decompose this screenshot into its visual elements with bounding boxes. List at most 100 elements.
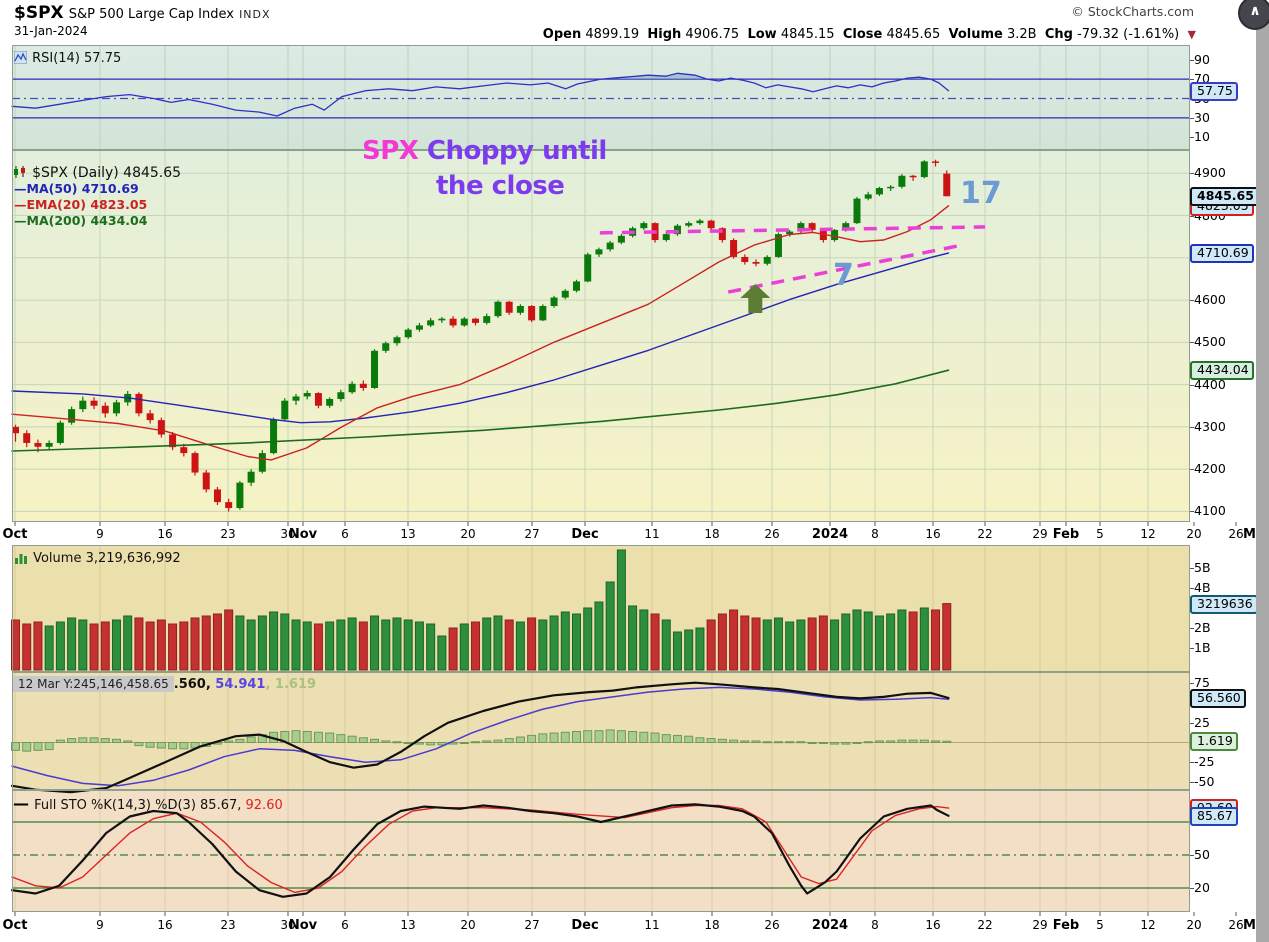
annotation-text-part: Choppy until	[426, 136, 607, 166]
axis-value-box: 4710.69	[1190, 244, 1254, 264]
x-tick-label: Feb	[1052, 918, 1080, 933]
quote-value: 4845.15	[776, 27, 843, 42]
x-tick-label: 8	[871, 527, 879, 541]
axis-label: 1B	[1190, 640, 1211, 655]
x-tick-label: 29	[1032, 918, 1048, 932]
x-tick-label: 20	[1186, 918, 1202, 932]
x-tick-label: 6	[341, 918, 349, 932]
axis-label: -50	[1189, 773, 1215, 789]
axis-label: 30	[1190, 109, 1210, 125]
osc-value-part: 54.941	[215, 677, 266, 692]
quote-value: 4845.65	[882, 27, 949, 42]
exchange: INDX	[239, 8, 271, 21]
quote-label: Volume	[948, 27, 1003, 42]
sto-line-icon: —	[13, 794, 29, 813]
rsi-chart-icon	[13, 50, 28, 65]
x-tick-label: 8	[871, 918, 879, 932]
volume-bars-icon	[15, 554, 27, 564]
osc-hover-tooltip: 12 Mar Y:245,146,458.65	[13, 676, 174, 692]
x-tick-label: 30	[280, 527, 296, 541]
sto-legend-label: Full STO %K(14,3) %D(3) 85.67,	[34, 798, 246, 813]
axis-value-box: 4434.04	[1190, 361, 1254, 381]
chevron-up-icon: ∧	[1249, 3, 1261, 19]
chart-title: $SPX S&P 500 Large Cap Index INDX	[14, 3, 271, 23]
quote-label: Chg	[1044, 27, 1073, 42]
x-tick-label: 26	[764, 527, 780, 541]
x-axis-top: Oct 9 16 23 30 Nov 6 13 20 27 Dec 11 18 26 2024 8 16 22 29…	[0, 522, 1269, 545]
axis-value-box: 57.75	[1190, 81, 1238, 101]
axis-label: 4400	[1190, 376, 1226, 392]
axis-label: 4300	[1190, 418, 1226, 434]
x-tick-label: 5	[1096, 527, 1104, 541]
axis-label: 4500	[1190, 334, 1226, 350]
x-tick-label: 20	[460, 918, 476, 932]
volume-legend: Volume 3,219,636,992	[14, 547, 181, 566]
stockcharts-credit: © StockCharts.com	[1071, 4, 1194, 19]
quote-value: 3.2B	[1002, 27, 1045, 42]
x-tick-label: 16	[925, 918, 941, 932]
x-tick-label: 2024	[811, 527, 849, 542]
x-tick-label: 16	[925, 527, 941, 541]
x-tick-label: 20	[460, 527, 476, 541]
x-tick-label: Dec	[571, 918, 599, 933]
axis-label: 5B	[1190, 560, 1211, 575]
x-tick-label: Nov	[288, 527, 318, 542]
right-axis: 907050301057.754900480047004600450044004…	[1189, 0, 1259, 942]
x-tick-label: 29	[1032, 527, 1048, 541]
x-tick-label: Oct	[2, 918, 28, 933]
wave-count-7: 7	[833, 258, 854, 293]
x-tick-label: Oct	[2, 527, 28, 542]
scroll-top-button[interactable]: ∧	[1238, 0, 1269, 30]
quote-label: Low	[747, 27, 777, 42]
x-tick-label: 13	[400, 527, 416, 541]
ma-legend-item: —EMA(20) 4823.05	[14, 197, 148, 212]
x-tick-label: 26	[1228, 527, 1244, 541]
x-axis-bottom: Oct 9 16 23 30 Nov 6 13 20 27 Dec 11 18 26 2024 8 16 22 29…	[0, 912, 1269, 942]
axis-label: 10	[1190, 129, 1210, 145]
axis-label: 50	[1190, 847, 1210, 862]
x-tick-label: 13	[400, 918, 416, 932]
quote-label: Open	[542, 27, 582, 42]
annotation-text-line2: the close	[436, 171, 565, 201]
scrollbar[interactable]	[1256, 20, 1269, 942]
x-tick-label: 2024	[811, 918, 849, 933]
axis-value-box: 4845.65	[1190, 187, 1259, 207]
x-tick-label: 6	[341, 527, 349, 541]
x-tick-label: 20	[1186, 527, 1202, 541]
ma-legend-item: —MA(200) 4434.04	[14, 213, 148, 228]
symbol: $SPX	[14, 3, 64, 23]
osc-value-part: , 1.619	[265, 677, 317, 692]
annotation-text-line1: SPX Choppy until	[362, 136, 607, 166]
index-name: S&P 500 Large Cap Index	[68, 7, 234, 22]
quote-value: 4899.19	[581, 27, 648, 42]
x-tick-label: 27	[524, 918, 540, 932]
rsi-panel	[12, 45, 1190, 150]
axis-label: 75	[1190, 675, 1210, 691]
x-tick-label: 16	[157, 918, 173, 932]
ohlc-quote-row: Open 4899.19 High 4906.75 Low 4845.15 Cl…	[543, 23, 1196, 42]
candlestick-icon	[14, 166, 25, 178]
x-tick-label: 26	[1228, 918, 1244, 932]
axis-label: -25	[1189, 754, 1215, 770]
axis-label: 90	[1190, 51, 1210, 67]
ma-legend-item: —MA(50) 4710.69	[14, 181, 139, 196]
osc-value-part: .560,	[173, 677, 216, 692]
axis-label: 4100	[1190, 503, 1226, 519]
axis-value-box: 56.560	[1190, 688, 1246, 708]
x-tick-label: 30	[280, 918, 296, 932]
x-tick-label: Feb	[1052, 527, 1080, 542]
axis-value-box: 1.619	[1190, 732, 1238, 752]
rsi-legend-label: RSI(14) 57.75	[32, 51, 122, 66]
quote-value: -79.32 (-1.61%)	[1072, 27, 1188, 42]
price-legend: $SPX (Daily) 4845.65	[12, 162, 181, 181]
x-tick-label: 12	[1140, 918, 1156, 932]
x-tick-label: Dec	[571, 527, 599, 542]
x-tick-label: Nov	[288, 918, 318, 933]
axis-label: 4900	[1190, 165, 1226, 181]
axis-value-box: 3219636	[1190, 594, 1258, 614]
osc-header: 12 Mar Y:245,146,458.65.560, 54.941, 1.6…	[13, 673, 316, 692]
x-tick-label: 16	[157, 527, 173, 541]
quote-label: Close	[842, 27, 883, 42]
change-down-icon[interactable]: ▼	[1187, 28, 1196, 41]
